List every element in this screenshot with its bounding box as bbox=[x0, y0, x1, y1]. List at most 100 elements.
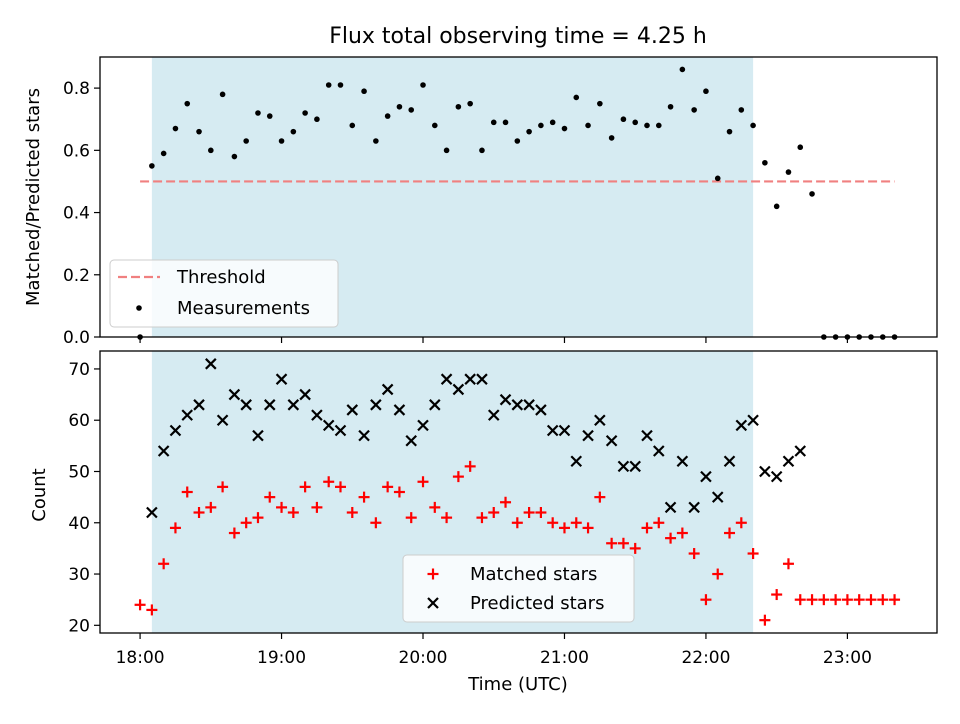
measurement-point bbox=[762, 159, 768, 166]
predicted-star-mark-b bbox=[429, 399, 441, 411]
predicted-star-mark-b bbox=[546, 424, 559, 437]
matched-star-point bbox=[169, 522, 181, 534]
matched-star-point bbox=[853, 594, 865, 606]
top-y-tick-label: 0.8 bbox=[63, 79, 90, 99]
measurement-point bbox=[679, 66, 686, 73]
measurement-point bbox=[561, 125, 568, 132]
legend-threshold-label: Threshold bbox=[176, 267, 266, 288]
matched-star-point bbox=[523, 507, 535, 519]
matched-star-point bbox=[688, 548, 700, 560]
predicted-star-mark-b bbox=[334, 424, 347, 437]
matched-star-point bbox=[558, 522, 570, 534]
legend-predicted-label: Predicted stars bbox=[470, 593, 604, 614]
measurement-point bbox=[325, 82, 332, 88]
predicted-star-mark-b bbox=[169, 424, 182, 437]
measurement-point bbox=[278, 138, 285, 144]
top-legend: Threshold Measurements bbox=[109, 259, 339, 328]
measurement-point bbox=[797, 144, 804, 151]
predicted-star-point bbox=[205, 358, 217, 370]
predicted-star-mark-b bbox=[782, 455, 795, 468]
matched-star-point bbox=[865, 594, 877, 606]
matched-star-point bbox=[181, 486, 193, 498]
bottom-y-tick-label: 50 bbox=[68, 462, 90, 482]
measurement-point bbox=[691, 107, 697, 113]
measurement-point bbox=[266, 113, 273, 119]
matched-star-point bbox=[311, 501, 323, 513]
predicted-star-point bbox=[605, 434, 618, 447]
predicted-star-mark-b bbox=[216, 414, 229, 426]
matched-star-point bbox=[205, 501, 217, 513]
measurement-point bbox=[538, 122, 544, 129]
predicted-star-mark-b bbox=[605, 434, 618, 447]
matched-star-point bbox=[264, 491, 276, 503]
measurement-point bbox=[726, 128, 733, 135]
predicted-star-mark-b bbox=[617, 460, 630, 473]
matched-star-point bbox=[747, 548, 759, 560]
predicted-star-mark-b bbox=[711, 491, 724, 503]
measurement-point bbox=[243, 138, 249, 144]
measurement-point bbox=[231, 153, 238, 160]
predicted-star-mark-b bbox=[582, 429, 594, 442]
matched-star-point bbox=[346, 507, 358, 519]
predicted-star-mark-b bbox=[523, 399, 535, 411]
measurement-point bbox=[302, 110, 308, 116]
measurement-point bbox=[490, 119, 497, 126]
predicted-star-mark-b bbox=[157, 445, 170, 457]
predicted-star-point bbox=[181, 409, 194, 421]
matched-star-point bbox=[782, 558, 794, 570]
predicted-star-point bbox=[275, 373, 288, 385]
predicted-star-mark-b bbox=[322, 419, 335, 432]
matched-star-point bbox=[228, 527, 240, 539]
measurement-point bbox=[467, 100, 473, 107]
predicted-star-point bbox=[358, 429, 370, 442]
matched-star-point bbox=[794, 594, 806, 606]
predicted-star-mark-b bbox=[193, 399, 205, 411]
predicted-star-point bbox=[770, 470, 783, 483]
predicted-star-point bbox=[464, 373, 476, 385]
matched-star-point bbox=[617, 537, 629, 549]
predicted-star-point bbox=[216, 414, 229, 426]
predicted-star-point bbox=[393, 404, 406, 416]
bottom-y-tick-label: 60 bbox=[68, 411, 90, 431]
matched-star-point bbox=[276, 501, 288, 513]
matched-star-point bbox=[500, 496, 512, 508]
measurement-point bbox=[738, 107, 745, 113]
predicted-star-mark-b bbox=[476, 373, 488, 385]
predicted-star-point bbox=[417, 419, 429, 432]
predicted-star-point bbox=[381, 383, 394, 396]
predicted-star-mark-b bbox=[452, 383, 465, 396]
predicted-star-mark-b bbox=[735, 419, 748, 432]
legend-measurements-swatch bbox=[136, 305, 142, 311]
predicted-star-mark-b bbox=[252, 429, 264, 442]
predicted-star-point bbox=[523, 399, 535, 411]
matched-star-point bbox=[323, 476, 335, 488]
matched-star-point bbox=[582, 522, 594, 534]
x-tick-label: 21:00 bbox=[540, 648, 589, 668]
measurement-point bbox=[573, 94, 580, 101]
measurement-point bbox=[160, 150, 167, 157]
predicted-star-mark-b bbox=[629, 460, 641, 473]
predicted-star-mark-b bbox=[311, 409, 323, 421]
measurement-point bbox=[597, 100, 603, 107]
predicted-star-point bbox=[594, 414, 606, 426]
measurement-point bbox=[620, 116, 627, 123]
predicted-star-mark-b bbox=[759, 465, 771, 478]
measurement-point bbox=[479, 147, 485, 154]
matched-star-point bbox=[889, 594, 901, 606]
measurement-point bbox=[455, 103, 462, 110]
measurement-point bbox=[149, 163, 155, 169]
matched-star-point bbox=[405, 512, 417, 524]
matched-star-point bbox=[252, 512, 264, 524]
matched-star-point bbox=[287, 507, 299, 519]
matched-star-point bbox=[429, 501, 441, 513]
predicted-star-point bbox=[157, 445, 170, 457]
matched-star-point bbox=[676, 527, 688, 539]
predicted-star-point bbox=[629, 460, 641, 473]
matched-star-point bbox=[830, 594, 842, 606]
measurement-point bbox=[420, 82, 426, 88]
matched-star-point bbox=[700, 594, 712, 606]
predicted-star-point bbox=[570, 455, 583, 468]
bottom-y-tick-label: 20 bbox=[68, 616, 90, 636]
x-tick-label: 20:00 bbox=[399, 648, 448, 668]
